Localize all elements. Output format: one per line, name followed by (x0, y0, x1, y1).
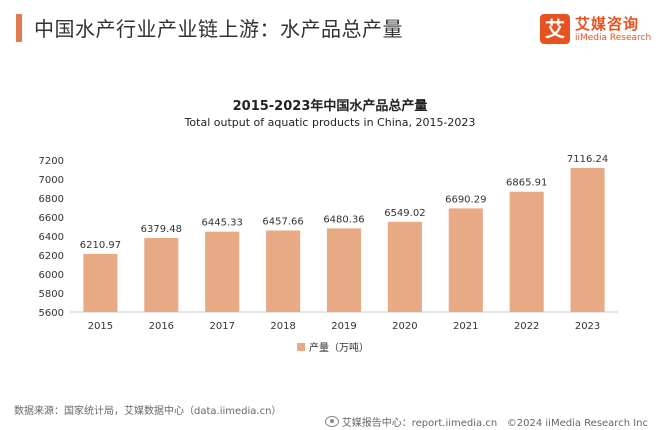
y-tick-label: 6400 (39, 232, 64, 243)
y-tick-label: 5600 (39, 308, 64, 319)
legend-swatch (297, 343, 305, 351)
y-tick-label: 5800 (39, 289, 64, 300)
x-tick-label: 2018 (270, 321, 295, 332)
bar (266, 230, 301, 312)
page-title: 中国水产行业产业链上游：水产品总产量 (34, 17, 403, 41)
bar-value-label: 6865.91 (506, 178, 547, 189)
x-tick-label: 2017 (209, 321, 234, 332)
logo-name-cn: 艾媒咨询 (575, 15, 640, 33)
bar-value-label: 6379.48 (141, 224, 182, 235)
footer-credit: 艾媒报告中心：report.iimedia.cn ©2024 iiMedia R… (324, 414, 648, 429)
eye-icon (324, 416, 339, 427)
bar-value-label: 6690.29 (445, 194, 486, 205)
brand-logo: 艾 艾媒咨询 iiMedia Research (540, 14, 658, 48)
bar (509, 191, 544, 312)
bar (144, 237, 179, 312)
y-tick-label: 7200 (39, 156, 64, 167)
title-accent-bar (16, 14, 22, 42)
y-tick-label: 6200 (39, 251, 64, 262)
bar-value-label: 7116.24 (567, 154, 608, 165)
bar (83, 253, 118, 312)
bar-value-label: 6445.33 (202, 218, 243, 229)
y-tick-label: 6800 (39, 194, 64, 205)
bar-value-label: 6549.02 (384, 208, 425, 219)
y-tick-label: 7000 (39, 175, 64, 186)
bar-value-label: 6210.97 (80, 240, 121, 251)
bar-value-label: 6480.36 (323, 214, 364, 225)
bar (205, 231, 240, 312)
x-tick-label: 2023 (575, 321, 600, 332)
chart-title: 2015-2023年中国水产品总产量 (232, 99, 428, 114)
bar-value-label: 6457.66 (262, 217, 303, 228)
bar (387, 221, 422, 312)
x-tick-label: 2016 (149, 321, 174, 332)
logo-mark-icon: 艾 (540, 14, 570, 44)
copyright-text: ©2024 iiMedia Research Inc (506, 418, 648, 429)
y-tick-label: 6000 (39, 270, 64, 281)
data-source-note: 数据来源：国家统计局，艾媒数据中心（data.iimedia.cn） (14, 406, 282, 417)
legend-label: 产量（万吨） (309, 341, 369, 354)
x-tick-label: 2021 (453, 321, 478, 332)
bar (570, 167, 605, 312)
bar (326, 228, 362, 312)
y-tick-label: 6600 (39, 213, 64, 224)
x-tick-label: 2015 (88, 321, 113, 332)
report-center-text: 艾媒报告中心：report.iimedia.cn (341, 418, 498, 429)
x-tick-label: 2020 (392, 321, 417, 332)
x-tick-label: 2022 (514, 321, 539, 332)
x-tick-label: 2019 (331, 321, 356, 332)
bar (448, 208, 483, 312)
logo-name-en: iiMedia Research (575, 33, 652, 43)
chart-subtitle: Total output of aquatic products in Chin… (184, 116, 476, 129)
